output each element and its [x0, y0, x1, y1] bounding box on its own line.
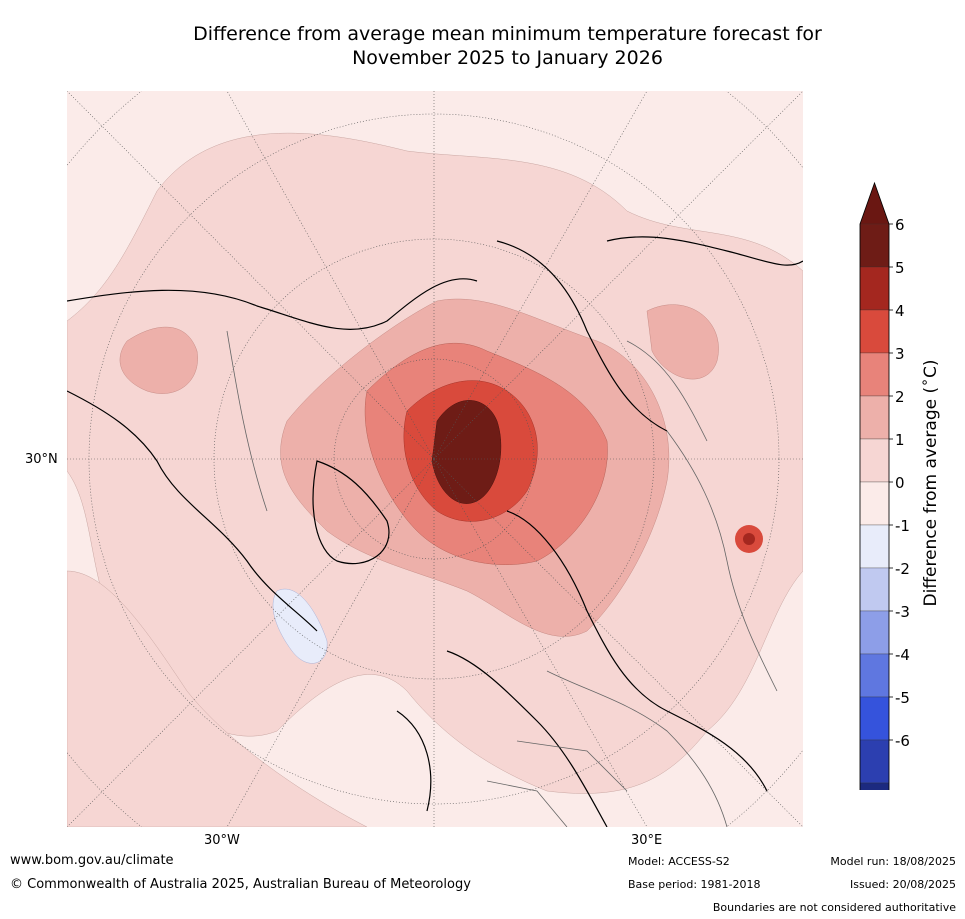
colorbar-segment: [859, 653, 890, 698]
anomaly-cool-region: [272, 588, 328, 664]
colorbar-tick-label: 3: [895, 345, 905, 363]
colorbar-segment: [859, 438, 890, 483]
colorbar-segment: [859, 739, 890, 784]
country-borders: [226, 330, 778, 827]
colorbar-segment: [859, 696, 890, 741]
colorbar-tick-label: 0: [895, 474, 905, 492]
colorbar-tick-label: -1: [895, 517, 910, 535]
title-line-1: Difference from average mean minimum tem…: [193, 23, 822, 45]
colorbar-tick-label: 5: [895, 259, 905, 277]
base-period-text: Base period: 1981-2018: [628, 878, 761, 891]
lat-label-30n: 30°N: [25, 452, 58, 467]
colorbar-tick-label: -2: [895, 560, 910, 578]
colorbar-segment: [859, 567, 890, 612]
anomaly-2-3-region: [119, 326, 198, 394]
website-link[interactable]: www.bom.gov.au/climate: [10, 853, 174, 868]
anomaly-5-6-region: [431, 400, 502, 504]
colorbar-segment: [859, 481, 890, 526]
colorbar-tick-label: -5: [895, 689, 910, 707]
forecast-map: [67, 91, 803, 827]
colorbar-tick-label: 6: [895, 216, 905, 234]
map-title: Difference from average mean minimum tem…: [0, 22, 965, 70]
model-run-text: Model run: 18/08/2025: [830, 855, 956, 868]
colorbar-segment: [859, 309, 890, 354]
colorbar-segment: [859, 352, 890, 397]
colorbar-segment: [859, 266, 890, 311]
lon-label-30e: 30°E: [631, 833, 663, 848]
colorbar-segment: [859, 782, 890, 790]
issued-text: Issued: 20/08/2025: [849, 878, 956, 891]
copyright-text: © Commonwealth of Australia 2025, Austra…: [10, 877, 471, 892]
colorbar-segment: [859, 223, 890, 268]
colorbar: 6 5 4 3 2 1 0 -1 -2 -3 -4 -5 -6: [859, 181, 910, 790]
model-text: Model: ACCESS-S2: [628, 855, 730, 868]
anomaly-hotspot-core: [743, 533, 755, 545]
colorbar-segment: [859, 395, 890, 440]
title-line-2: November 2025 to January 2026: [352, 47, 663, 69]
lon-label-30w: 30°W: [204, 833, 240, 848]
colorbar-tick-label: -6: [895, 732, 910, 750]
colorbar-segment: [859, 610, 890, 655]
colorbar-extend-max: [860, 183, 889, 224]
colorbar-tick-label: 1: [895, 431, 905, 449]
colorbar-title: Difference from average (∘C): [917, 359, 941, 607]
anomaly-2-3-region: [646, 304, 719, 380]
colorbar-tick-label: 2: [895, 388, 905, 406]
colorbar-outline: [859, 181, 890, 790]
colorbar-tick-label: 4: [895, 302, 905, 320]
colorbar-tick-label: -4: [895, 646, 910, 664]
anomaly-1-2-region: [67, 570, 368, 827]
graticule: [67, 91, 803, 827]
coastlines: [67, 236, 803, 827]
colorbar-segment: [859, 524, 890, 569]
disclaimer-text: Boundaries are not considered authoritat…: [712, 901, 956, 914]
colorbar-tick-label: -3: [895, 603, 910, 621]
